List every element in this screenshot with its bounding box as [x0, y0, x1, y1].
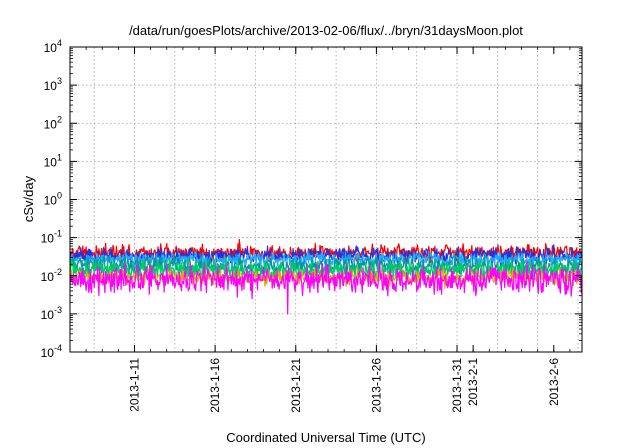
y-tick-label-base: 10 [44, 194, 58, 208]
y-tick-label: 102 [44, 114, 62, 131]
y-tick-label-base: 10 [41, 232, 55, 246]
y-tick-label: 103 [44, 76, 62, 93]
chart-title: /data/run/goesPlots/archive/2013-02-06/f… [129, 23, 523, 38]
series-line [69, 260, 583, 315]
x-tick-label: 2013-2-1 [466, 358, 480, 406]
y-tick-label-exponent: 3 [57, 76, 62, 86]
x-tick-label: 2013-1-11 [128, 358, 142, 412]
y-tick-label-base: 10 [41, 308, 55, 322]
x-tick-label: 2013-2-6 [547, 358, 561, 406]
y-tick-label-exponent: 1 [57, 152, 62, 162]
y-tick-label-base: 10 [44, 117, 58, 131]
x-tick-label: 2013-1-21 [289, 358, 303, 413]
y-tick-label: 10-1 [41, 229, 62, 246]
y-tick-label-exponent: -4 [54, 343, 62, 353]
y-tick-label-exponent: 4 [57, 38, 62, 48]
y-tick-label-base: 10 [44, 79, 58, 93]
y-tick-label-base: 10 [41, 346, 55, 360]
y-tick-label-exponent: -2 [54, 267, 62, 277]
y-tick-label: 101 [44, 152, 62, 169]
y-tick-label-base: 10 [44, 41, 58, 55]
y-tick-label-exponent: -1 [54, 229, 62, 239]
y-tick-label-exponent: -3 [54, 305, 62, 315]
x-tick-label: 2013-1-31 [450, 358, 464, 413]
x-axis-label: Coordinated Universal Time (UTC) [226, 430, 425, 445]
axis-ticks: 10-410-310-210-11001011021031042013-1-11… [41, 38, 582, 413]
y-tick-label-exponent: 0 [57, 191, 62, 201]
y-axis-label: cSv/day [21, 175, 36, 222]
series-line [69, 253, 583, 279]
y-tick-label: 10-4 [41, 343, 62, 360]
y-tick-label-exponent: 2 [57, 114, 62, 124]
y-tick-label-base: 10 [41, 270, 55, 284]
y-tick-label: 100 [44, 191, 62, 208]
series-layer [69, 238, 583, 315]
y-tick-label: 104 [44, 38, 62, 55]
y-tick-label-base: 10 [44, 155, 58, 169]
grid [70, 47, 582, 352]
y-tick-label: 10-2 [41, 267, 62, 284]
y-tick-label: 10-3 [41, 305, 62, 322]
x-tick-label: 2013-1-16 [208, 358, 222, 413]
x-tick-label: 2013-1-26 [369, 358, 383, 413]
